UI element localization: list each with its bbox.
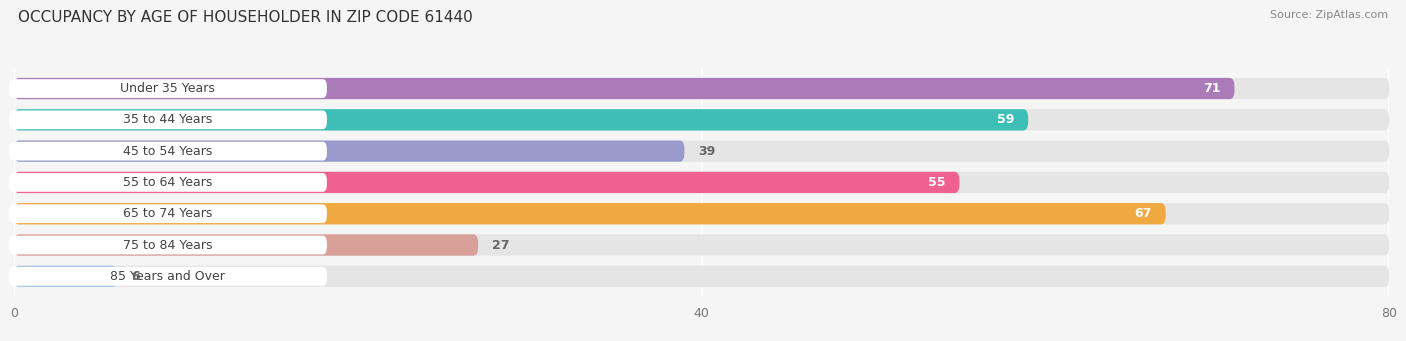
Text: 35 to 44 Years: 35 to 44 Years	[124, 113, 212, 126]
Text: 85 Years and Over: 85 Years and Over	[111, 270, 225, 283]
FancyBboxPatch shape	[8, 267, 326, 286]
FancyBboxPatch shape	[8, 236, 326, 254]
FancyBboxPatch shape	[14, 172, 1389, 193]
FancyBboxPatch shape	[14, 140, 685, 162]
FancyBboxPatch shape	[14, 266, 1389, 287]
FancyBboxPatch shape	[14, 234, 478, 256]
FancyBboxPatch shape	[14, 203, 1389, 224]
Text: 71: 71	[1204, 82, 1220, 95]
Text: 6: 6	[131, 270, 139, 283]
Text: 75 to 84 Years: 75 to 84 Years	[124, 239, 212, 252]
Text: 55: 55	[928, 176, 946, 189]
Text: 39: 39	[699, 145, 716, 158]
FancyBboxPatch shape	[8, 173, 326, 192]
FancyBboxPatch shape	[14, 172, 959, 193]
Text: 65 to 74 Years: 65 to 74 Years	[124, 207, 212, 220]
FancyBboxPatch shape	[14, 109, 1389, 131]
FancyBboxPatch shape	[14, 234, 1389, 256]
FancyBboxPatch shape	[14, 140, 1389, 162]
Text: 27: 27	[492, 239, 509, 252]
Text: Source: ZipAtlas.com: Source: ZipAtlas.com	[1270, 10, 1388, 20]
Text: OCCUPANCY BY AGE OF HOUSEHOLDER IN ZIP CODE 61440: OCCUPANCY BY AGE OF HOUSEHOLDER IN ZIP C…	[18, 10, 472, 25]
FancyBboxPatch shape	[14, 266, 117, 287]
FancyBboxPatch shape	[14, 109, 1028, 131]
Text: 67: 67	[1135, 207, 1152, 220]
FancyBboxPatch shape	[8, 79, 326, 98]
Text: 59: 59	[997, 113, 1014, 126]
FancyBboxPatch shape	[14, 78, 1234, 99]
FancyBboxPatch shape	[8, 204, 326, 223]
FancyBboxPatch shape	[14, 78, 1389, 99]
FancyBboxPatch shape	[8, 142, 326, 161]
FancyBboxPatch shape	[8, 110, 326, 129]
FancyBboxPatch shape	[14, 203, 1166, 224]
Text: 55 to 64 Years: 55 to 64 Years	[124, 176, 212, 189]
Text: 45 to 54 Years: 45 to 54 Years	[124, 145, 212, 158]
Text: Under 35 Years: Under 35 Years	[121, 82, 215, 95]
